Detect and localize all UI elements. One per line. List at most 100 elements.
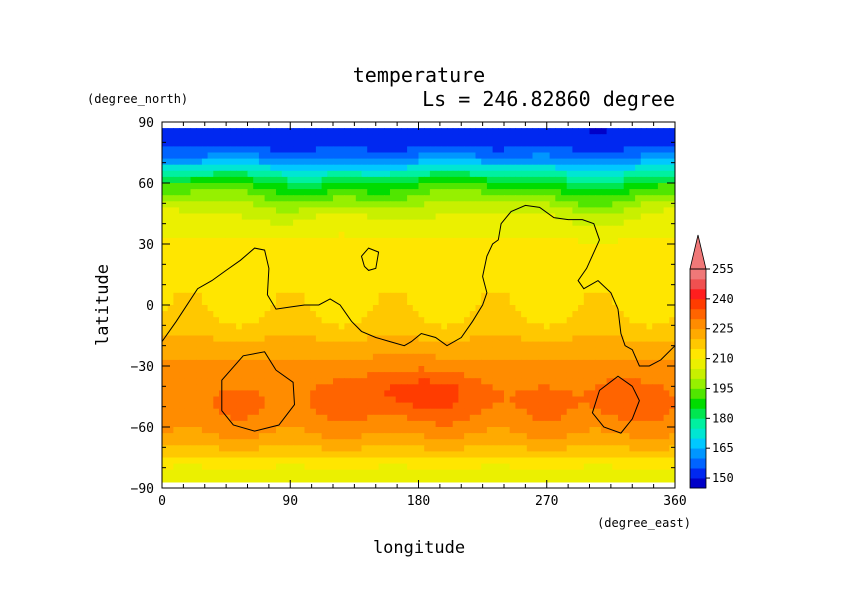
field-cell bbox=[338, 262, 345, 269]
field-cell bbox=[412, 457, 420, 465]
field-cell bbox=[184, 390, 192, 398]
field-cell bbox=[241, 451, 249, 459]
field-cell bbox=[361, 390, 368, 398]
field-cell bbox=[464, 427, 471, 434]
field-cell bbox=[526, 457, 534, 465]
field-cell bbox=[532, 311, 539, 318]
field-cell bbox=[412, 329, 420, 337]
field-cell bbox=[236, 225, 243, 233]
field-cell bbox=[247, 329, 254, 337]
field-cell bbox=[372, 250, 380, 257]
field-cell bbox=[606, 359, 613, 367]
field-cell bbox=[321, 274, 328, 282]
field-cell bbox=[173, 323, 180, 330]
field-cell bbox=[447, 286, 454, 294]
field-cell bbox=[578, 323, 585, 330]
field-cell bbox=[429, 256, 437, 263]
field-cell bbox=[657, 372, 665, 379]
field-cell bbox=[498, 146, 505, 154]
field-cell bbox=[549, 420, 556, 428]
field-cell bbox=[190, 390, 197, 398]
field-cell bbox=[646, 414, 653, 422]
field-cell bbox=[315, 237, 323, 245]
field-cell bbox=[338, 207, 345, 215]
field-cell bbox=[532, 335, 539, 343]
field-cell bbox=[521, 414, 528, 422]
field-cell bbox=[555, 384, 562, 391]
field-cell bbox=[669, 414, 675, 422]
field-cell bbox=[635, 427, 642, 434]
field-cell bbox=[162, 146, 169, 154]
field-cell bbox=[310, 408, 317, 416]
field-cell bbox=[418, 237, 425, 245]
field-cell bbox=[618, 274, 625, 282]
field-cell bbox=[355, 201, 363, 208]
field-cell bbox=[412, 341, 420, 349]
field-cell bbox=[572, 372, 579, 379]
field-cell bbox=[504, 286, 511, 294]
field-cell bbox=[475, 366, 482, 373]
field-cell bbox=[475, 414, 482, 422]
field-cell bbox=[407, 231, 414, 239]
field-cell bbox=[578, 176, 585, 184]
field-cell bbox=[247, 244, 254, 251]
field-cell bbox=[247, 128, 254, 135]
field-cell bbox=[367, 396, 374, 404]
field-cell bbox=[196, 427, 203, 434]
field-cell bbox=[412, 427, 420, 434]
field-cell bbox=[447, 298, 454, 306]
field-cell bbox=[361, 207, 368, 215]
field-cell bbox=[583, 384, 591, 391]
field-cell bbox=[298, 390, 306, 398]
field-cell bbox=[173, 146, 180, 154]
field-cell bbox=[207, 298, 214, 306]
field-cell bbox=[298, 250, 306, 257]
field-cell bbox=[595, 366, 602, 373]
field-cell bbox=[492, 445, 499, 452]
field-cell bbox=[184, 158, 192, 166]
field-cell bbox=[429, 244, 437, 251]
field-cell bbox=[201, 427, 209, 434]
field-cell bbox=[583, 237, 591, 245]
field-cell bbox=[492, 274, 499, 282]
field-cell bbox=[281, 305, 288, 312]
field-cell bbox=[287, 292, 294, 300]
field-cell bbox=[555, 402, 562, 410]
field-cell bbox=[378, 152, 385, 160]
field-cell bbox=[458, 341, 465, 349]
field-cell bbox=[315, 134, 323, 141]
field-cell bbox=[361, 195, 368, 202]
field-cell bbox=[475, 256, 482, 263]
field-cell bbox=[452, 183, 459, 190]
field-cell bbox=[372, 445, 380, 452]
field-cell bbox=[179, 195, 186, 202]
field-cell bbox=[167, 152, 174, 160]
field-cell bbox=[264, 378, 271, 385]
field-cell bbox=[521, 280, 528, 288]
field-cell bbox=[333, 256, 340, 263]
field-cell bbox=[595, 439, 602, 446]
field-cell bbox=[350, 390, 357, 398]
field-cell bbox=[566, 158, 573, 166]
field-cell bbox=[236, 170, 243, 178]
field-cell bbox=[600, 353, 608, 361]
field-cell bbox=[441, 323, 448, 330]
field-cell bbox=[669, 359, 675, 367]
field-cell bbox=[469, 201, 477, 208]
field-cell bbox=[447, 176, 454, 184]
field-cell bbox=[304, 158, 311, 166]
field-cell bbox=[167, 323, 174, 330]
field-cell bbox=[492, 183, 499, 190]
field-cell bbox=[407, 140, 414, 147]
field-cell bbox=[162, 396, 169, 404]
field-cell bbox=[224, 152, 231, 160]
field-cell bbox=[224, 433, 231, 440]
field-cell bbox=[236, 189, 243, 196]
field-cell bbox=[247, 262, 254, 269]
field-cell bbox=[219, 250, 226, 257]
field-cell bbox=[657, 323, 665, 330]
field-cell bbox=[629, 390, 636, 398]
field-cell bbox=[213, 335, 220, 343]
field-cell bbox=[264, 396, 271, 404]
field-cell bbox=[173, 457, 180, 465]
